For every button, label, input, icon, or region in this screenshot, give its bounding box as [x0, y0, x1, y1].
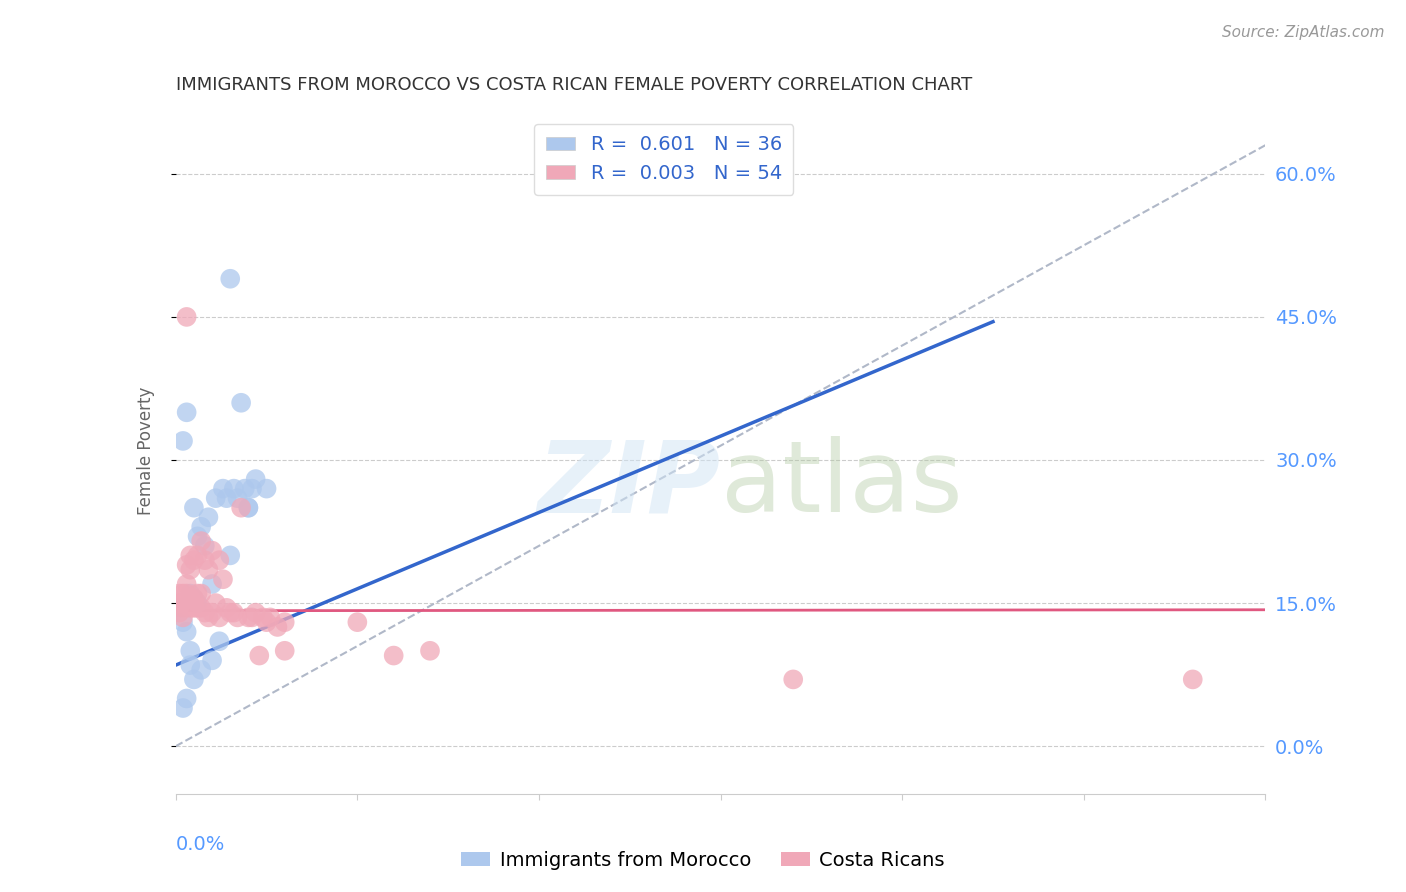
Point — [172, 434, 194, 448]
Point — [201, 577, 224, 591]
Point — [256, 482, 278, 496]
Point — [186, 549, 209, 563]
Point — [208, 553, 231, 567]
Point — [176, 405, 198, 419]
Point — [226, 610, 249, 624]
Point — [245, 472, 267, 486]
Point — [183, 500, 205, 515]
Point — [172, 586, 194, 600]
Point — [172, 600, 194, 615]
Point — [259, 610, 281, 624]
Point — [186, 596, 209, 610]
Point — [212, 572, 235, 586]
Point — [212, 482, 235, 496]
Point — [186, 586, 209, 600]
Point — [782, 673, 804, 687]
Point — [190, 520, 212, 534]
Point — [172, 596, 194, 610]
Point — [201, 653, 224, 667]
Point — [194, 553, 217, 567]
Point — [215, 491, 238, 505]
Point — [219, 606, 242, 620]
Point — [179, 591, 201, 606]
Point — [382, 648, 405, 663]
Point — [186, 600, 209, 615]
Point — [238, 500, 260, 515]
Point — [238, 610, 260, 624]
Point — [208, 610, 231, 624]
Point — [240, 482, 263, 496]
Point — [208, 634, 231, 648]
Point — [172, 701, 194, 715]
Point — [190, 586, 212, 600]
Point — [215, 600, 238, 615]
Point — [219, 549, 242, 563]
Point — [419, 644, 441, 658]
Point — [240, 610, 263, 624]
Point — [183, 553, 205, 567]
Text: IMMIGRANTS FROM MOROCCO VS COSTA RICAN FEMALE POVERTY CORRELATION CHART: IMMIGRANTS FROM MOROCCO VS COSTA RICAN F… — [176, 77, 972, 95]
Point — [245, 606, 267, 620]
Y-axis label: Female Poverty: Female Poverty — [136, 386, 155, 515]
Point — [176, 586, 198, 600]
Point — [169, 586, 191, 600]
Point — [179, 644, 201, 658]
Point — [179, 658, 201, 673]
Point — [194, 539, 217, 553]
Point — [186, 529, 209, 543]
Point — [1181, 673, 1204, 687]
Point — [201, 606, 224, 620]
Legend: R =  0.601   N = 36, R =  0.003   N = 54: R = 0.601 N = 36, R = 0.003 N = 54 — [534, 124, 793, 194]
Point — [183, 673, 205, 687]
Point — [179, 600, 201, 615]
Point — [252, 610, 274, 624]
Point — [204, 596, 226, 610]
Point — [176, 310, 198, 324]
Point — [172, 615, 194, 630]
Point — [201, 543, 224, 558]
Point — [197, 610, 219, 624]
Point — [222, 482, 245, 496]
Point — [176, 558, 198, 572]
Point — [231, 500, 253, 515]
Point — [256, 615, 278, 630]
Point — [197, 510, 219, 524]
Point — [169, 596, 191, 610]
Point — [176, 624, 198, 639]
Point — [179, 563, 201, 577]
Point — [179, 549, 201, 563]
Point — [346, 615, 368, 630]
Text: Source: ZipAtlas.com: Source: ZipAtlas.com — [1222, 25, 1385, 40]
Point — [172, 610, 194, 624]
Point — [183, 600, 205, 615]
Point — [194, 606, 217, 620]
Point — [183, 591, 205, 606]
Point — [219, 271, 242, 285]
Point — [204, 491, 226, 505]
Point — [190, 663, 212, 677]
Point — [274, 644, 297, 658]
Point — [190, 600, 212, 615]
Point — [183, 591, 205, 606]
Point — [226, 491, 249, 505]
Point — [222, 606, 245, 620]
Point — [179, 586, 201, 600]
Point — [197, 563, 219, 577]
Point — [274, 615, 297, 630]
Text: atlas: atlas — [721, 436, 962, 533]
Text: 0.0%: 0.0% — [176, 835, 225, 855]
Point — [238, 500, 260, 515]
Point — [190, 534, 212, 549]
Point — [231, 396, 253, 410]
Legend: Immigrants from Morocco, Costa Ricans: Immigrants from Morocco, Costa Ricans — [453, 843, 953, 878]
Point — [233, 482, 256, 496]
Text: ZIP: ZIP — [537, 436, 721, 533]
Point — [176, 691, 198, 706]
Point — [247, 648, 270, 663]
Point — [169, 606, 191, 620]
Point — [266, 620, 288, 634]
Point — [169, 600, 191, 615]
Point — [176, 577, 198, 591]
